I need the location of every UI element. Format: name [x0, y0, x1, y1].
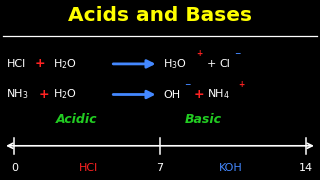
Text: −: −	[184, 80, 190, 89]
Text: +: +	[39, 88, 50, 101]
Text: H$_3$O: H$_3$O	[163, 57, 187, 71]
Text: +: +	[35, 57, 45, 70]
Text: OH: OH	[163, 89, 180, 100]
Text: HCl: HCl	[6, 59, 26, 69]
Text: Acidic: Acidic	[56, 113, 98, 126]
Text: Cl: Cl	[219, 59, 230, 69]
Text: −: −	[235, 50, 241, 59]
Text: H$_2$O: H$_2$O	[53, 88, 77, 101]
Text: 0: 0	[11, 163, 18, 173]
Text: NH$_4$: NH$_4$	[207, 88, 230, 101]
Text: Basic: Basic	[185, 113, 222, 126]
Text: +: +	[194, 88, 204, 101]
Text: H$_2$O: H$_2$O	[53, 57, 77, 71]
Text: +: +	[238, 80, 245, 89]
Text: NH$_3$: NH$_3$	[6, 88, 29, 101]
Text: HCl: HCl	[78, 163, 98, 173]
Text: +: +	[196, 50, 203, 59]
Text: +: +	[206, 59, 216, 69]
Text: 7: 7	[156, 163, 164, 173]
Text: Acids and Bases: Acids and Bases	[68, 6, 252, 25]
Text: 14: 14	[299, 163, 313, 173]
Text: KOH: KOH	[219, 163, 242, 173]
